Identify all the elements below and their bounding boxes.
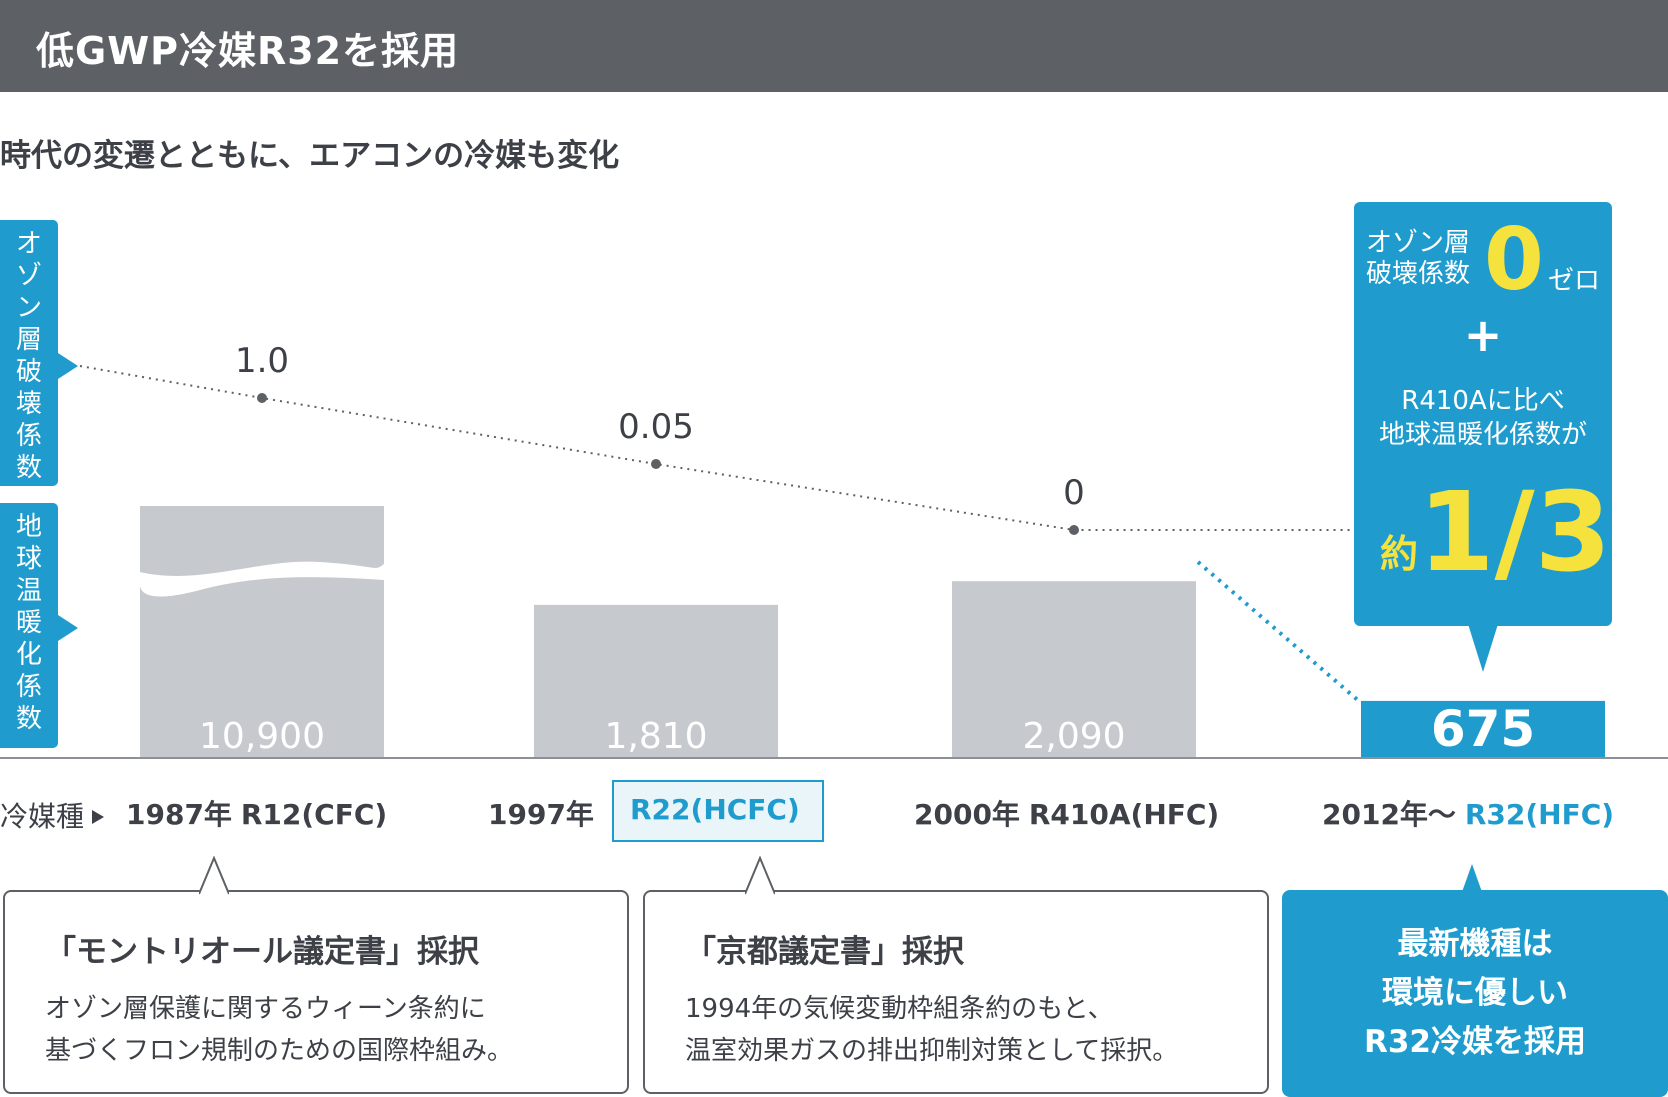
odp-point [1069,525,1079,535]
note-pointer-icon [199,856,229,895]
odp-pointer-icon [58,353,78,379]
gwp-bar [952,581,1196,758]
odp-point [651,459,661,469]
era-2012: 2012年〜 R32(HFC) [1322,793,1614,833]
hl-compare-line-2: 地球温暖化係数が [1378,420,1587,450]
gwp-pointer-icon [58,615,78,641]
refrigerant-type-text: 冷媒種 [0,800,85,833]
gwp-value-label: 1,810 [604,716,707,757]
hl-ratio: 約1/3 [1380,472,1611,592]
odp-value-label: 1.0 [235,341,289,381]
gwp-bar [1361,700,1605,758]
note-line-1: 1994年の気候変動枠組条約のもと、 [685,994,1114,1024]
era-1997-year: 1997年 [488,793,594,833]
axis-break-wave [140,561,384,597]
note-text: 1994年の気候変動枠組条約のもと、 温室効果ガスの排出抑制対策として採択。 [685,988,1178,1072]
kyoto-protocol-note: 「京都議定書」採択 1994年の気候変動枠組条約のもと、 温室効果ガスの排出抑制… [643,856,1269,1094]
odp-axis-label-text: オゾン層破壊係数 [15,229,42,483]
note-line-2: 基づくフロン規制のための国際枠組み。 [45,1036,514,1066]
header-bar: 低GWP冷媒R32を採用 [0,0,1668,92]
era-1997-refrigerant: R22(HCFC) [630,793,800,826]
montreal-protocol-note: 「モントリオール議定書」採択 オゾン層保護に関するウィーン条約に 基づくフロン規… [3,856,629,1094]
section-subtitle: 時代の変遷とともに、エアコンの冷媒も変化 [0,138,620,174]
refrigerant-chart: 10,900 1,810 2,090 675 1.0 0.05 0 [0,341,1668,759]
gwp-value-label: 10,900 [199,716,325,757]
gwp-reduction-connector [1196,560,1362,704]
era-year: 2000年 [914,798,1020,831]
odp-point [257,393,267,403]
era-1987: 1987年 R12(CFC) [126,793,387,833]
odp-value-label: 0.05 [618,407,694,447]
feature-pointer-icon [1462,864,1482,892]
odp-value-label: 0 [1063,473,1085,513]
r32-highlight-callout: オゾン層 破壊係数 0 ゼロ + R410Aに比べ 地球温暖化係数が 約1/3 [1354,202,1612,626]
feature-text: 最新機種は 環境に優しい R32冷媒を採用 [1282,920,1668,1067]
era-refrigerant: R22(HCFC) [630,793,800,826]
odp-axis-label: オゾン層破壊係数 [0,220,78,486]
note-title: 「京都議定書」採択 [685,934,964,970]
feature-line-3: R32冷媒を採用 [1363,1024,1586,1060]
hl-ratio-value: 1/3 [1418,468,1612,596]
era-year: 1997年 [488,798,594,831]
era-year: 2012年〜 [1322,798,1456,831]
note-line-2: 温室効果ガスの排出抑制対策として採択。 [685,1036,1179,1066]
hl-ozone-text: オゾン層 破壊係数 [1366,228,1470,290]
hl-compare-text: R410Aに比べ 地球温暖化係数が [1354,384,1612,452]
gwp-bar [534,604,778,758]
era-refrigerant: R410A(HFC) [1028,798,1220,831]
gwp-value-label: 675 [1431,700,1535,758]
era-year: 1987年 [126,798,232,831]
page-title: 低GWP冷媒R32を採用 [36,29,460,73]
era-refrigerant: R12(CFC) [240,798,388,831]
gwp-bar [140,506,384,758]
plus-icon: + [1463,308,1503,362]
hl-approx: 約 [1380,532,1419,576]
r22-highlight-box [612,780,824,842]
note-pointer-icon [745,856,775,895]
note-text: オゾン層保護に関するウィーン条約に 基づくフロン規制のための国際枠組み。 [45,988,513,1072]
gwp-axis-label-text: 地球温暖化係数 [15,512,42,734]
note-title: 「モントリオール議定書」採択 [45,934,479,970]
r32-feature-box: 最新機種は 環境に優しい R32冷媒を採用 [1282,890,1668,1097]
hl-compare-line-1: R410Aに比べ [1401,386,1565,416]
callout-pointer-icon [1468,624,1498,672]
feature-line-1: 最新機種は [1397,926,1553,962]
era-2000: 2000年 R410A(HFC) [914,793,1219,833]
hl-zero-value: 0 [1484,210,1544,310]
note-line-1: オゾン層保護に関するウィーン条約に [45,994,486,1024]
gwp-axis-label: 地球温暖化係数 [0,503,78,748]
odp-trend-line [79,365,1354,531]
triangle-right-icon [92,809,105,824]
hl-ozone-line-1: オゾン層 [1366,228,1471,258]
hl-zero-word: ゼロ [1548,266,1601,296]
refrigerant-type-label: 冷媒種 [0,795,112,835]
hl-ozone-line-2: 破壊係数 [1366,259,1471,289]
gwp-value-label: 2,090 [1022,716,1125,757]
era-refrigerant: R32(HFC) [1464,798,1615,831]
feature-line-2: 環境に優しい [1382,975,1568,1011]
